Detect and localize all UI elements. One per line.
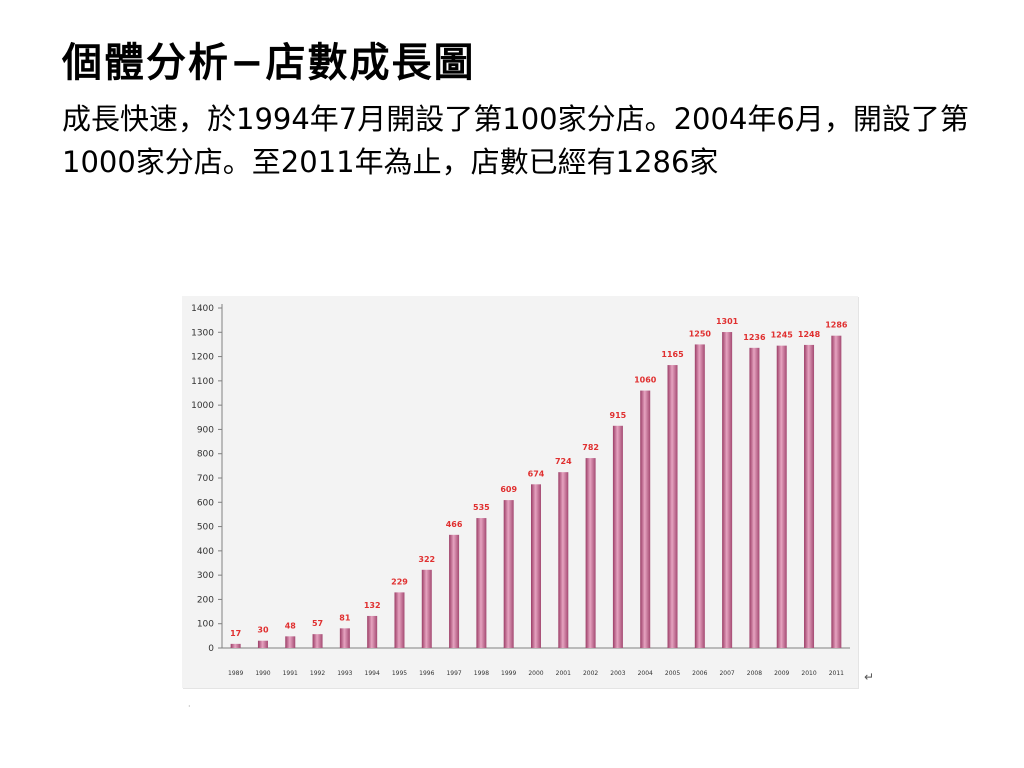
- data-label: 1165: [661, 350, 684, 359]
- data-label: 724: [555, 457, 572, 466]
- bar: [257, 640, 268, 648]
- data-label: 535: [473, 503, 490, 512]
- y-tick-label: 300: [197, 571, 214, 581]
- data-label: 466: [446, 520, 463, 529]
- x-tick-label: 2010: [801, 670, 816, 677]
- x-tick-label: 1995: [392, 670, 407, 677]
- x-tick-label: 1997: [446, 670, 461, 677]
- y-tick-label: 800: [197, 450, 214, 460]
- y-tick-label: 100: [197, 620, 214, 630]
- stray-dot: ·: [188, 702, 191, 711]
- y-tick-label: 1400: [191, 304, 214, 314]
- y-tick-label: 900: [197, 425, 214, 435]
- x-tick-label: 1990: [255, 670, 270, 677]
- store-growth-chart: 0 100 200 300 400 500 600 700 800 900 1000 1100 1200…: [191, 304, 850, 677]
- x-tick-label: 1996: [419, 670, 434, 677]
- x-tick-label: 2011: [829, 670, 844, 677]
- bar: [367, 615, 378, 648]
- data-label: 48: [285, 621, 297, 630]
- y-tick-label: 1200: [191, 353, 214, 363]
- data-label: 782: [582, 443, 599, 452]
- x-tick-label: 1993: [337, 670, 352, 677]
- bar: [476, 518, 487, 648]
- y-tick-label: 500: [197, 523, 214, 533]
- data-label: 57: [312, 619, 323, 628]
- data-label: 17: [230, 629, 241, 638]
- bar: [449, 534, 460, 648]
- bar: [831, 335, 842, 648]
- data-label: 1286: [825, 321, 848, 330]
- y-tick-label: 1300: [191, 328, 214, 338]
- x-tick-label: 2003: [610, 670, 625, 677]
- data-label: 1245: [771, 331, 794, 340]
- bar: [531, 484, 541, 648]
- bar: [612, 425, 623, 648]
- bar: [749, 347, 760, 648]
- data-label: 1060: [634, 376, 657, 385]
- x-tick-label: 2006: [692, 670, 707, 677]
- bar: [394, 592, 405, 648]
- bar: [421, 569, 432, 648]
- slide-body-text: 成長快速，於1994年7月開設了第100家分店。2004年6月，開設了第1000…: [62, 102, 969, 179]
- bar: [640, 390, 651, 648]
- y-tick-label: 200: [197, 595, 214, 605]
- bar: [558, 472, 569, 648]
- x-tick-label: 2007: [719, 670, 734, 677]
- data-label: 1248: [798, 330, 821, 339]
- bar: [285, 636, 296, 648]
- x-tick-label: 2004: [638, 670, 653, 677]
- data-label: 1301: [716, 317, 739, 326]
- data-label: 322: [418, 555, 435, 564]
- y-tick-label: 400: [197, 547, 214, 557]
- x-tick-label: 2001: [556, 670, 571, 677]
- x-tick-label: 1991: [283, 670, 298, 677]
- data-label: 915: [610, 411, 627, 420]
- x-tick-label: 2002: [583, 670, 598, 677]
- x-tick-label: 1998: [474, 670, 489, 677]
- y-tick-label: 1100: [191, 377, 214, 387]
- y-tick-label: 700: [197, 474, 214, 484]
- bar: [804, 344, 815, 648]
- data-label: 229: [391, 577, 408, 586]
- x-tick-label: 2000: [528, 670, 543, 677]
- x-tick-label: 2008: [747, 670, 762, 677]
- data-label: 30: [257, 626, 269, 635]
- data-label: 1250: [689, 329, 712, 338]
- y-tick-label: 1000: [191, 401, 214, 411]
- bar: [776, 345, 787, 648]
- x-tick-label: 2009: [774, 670, 789, 677]
- data-label: 81: [339, 613, 351, 622]
- data-label: 674: [528, 469, 545, 478]
- bar: [230, 643, 241, 648]
- bar: [722, 332, 733, 648]
- x-tick-label: 1994: [365, 670, 380, 677]
- y-tick-label: 600: [197, 498, 214, 508]
- x-tick-label: 1992: [310, 670, 325, 677]
- data-label: 609: [500, 485, 517, 494]
- bar: [694, 344, 705, 648]
- x-tick-label: 1989: [228, 670, 243, 677]
- bar: [503, 500, 514, 648]
- data-label: 1236: [743, 333, 766, 342]
- x-tick-label: 1999: [501, 670, 516, 677]
- chart-frame: 0 100 200 300 400 500 600 700 800 900 1000 1100 1200…: [182, 296, 858, 688]
- bar: [667, 365, 678, 648]
- bar: [339, 628, 350, 648]
- x-tick-label: 2005: [665, 670, 680, 677]
- data-label: 132: [364, 601, 381, 610]
- bar: [585, 458, 596, 648]
- return-symbol: ↵: [864, 670, 875, 684]
- bar: [312, 634, 323, 648]
- y-tick-label: 0: [208, 644, 214, 654]
- slide-title: 個體分析−店數成長圖: [62, 39, 476, 86]
